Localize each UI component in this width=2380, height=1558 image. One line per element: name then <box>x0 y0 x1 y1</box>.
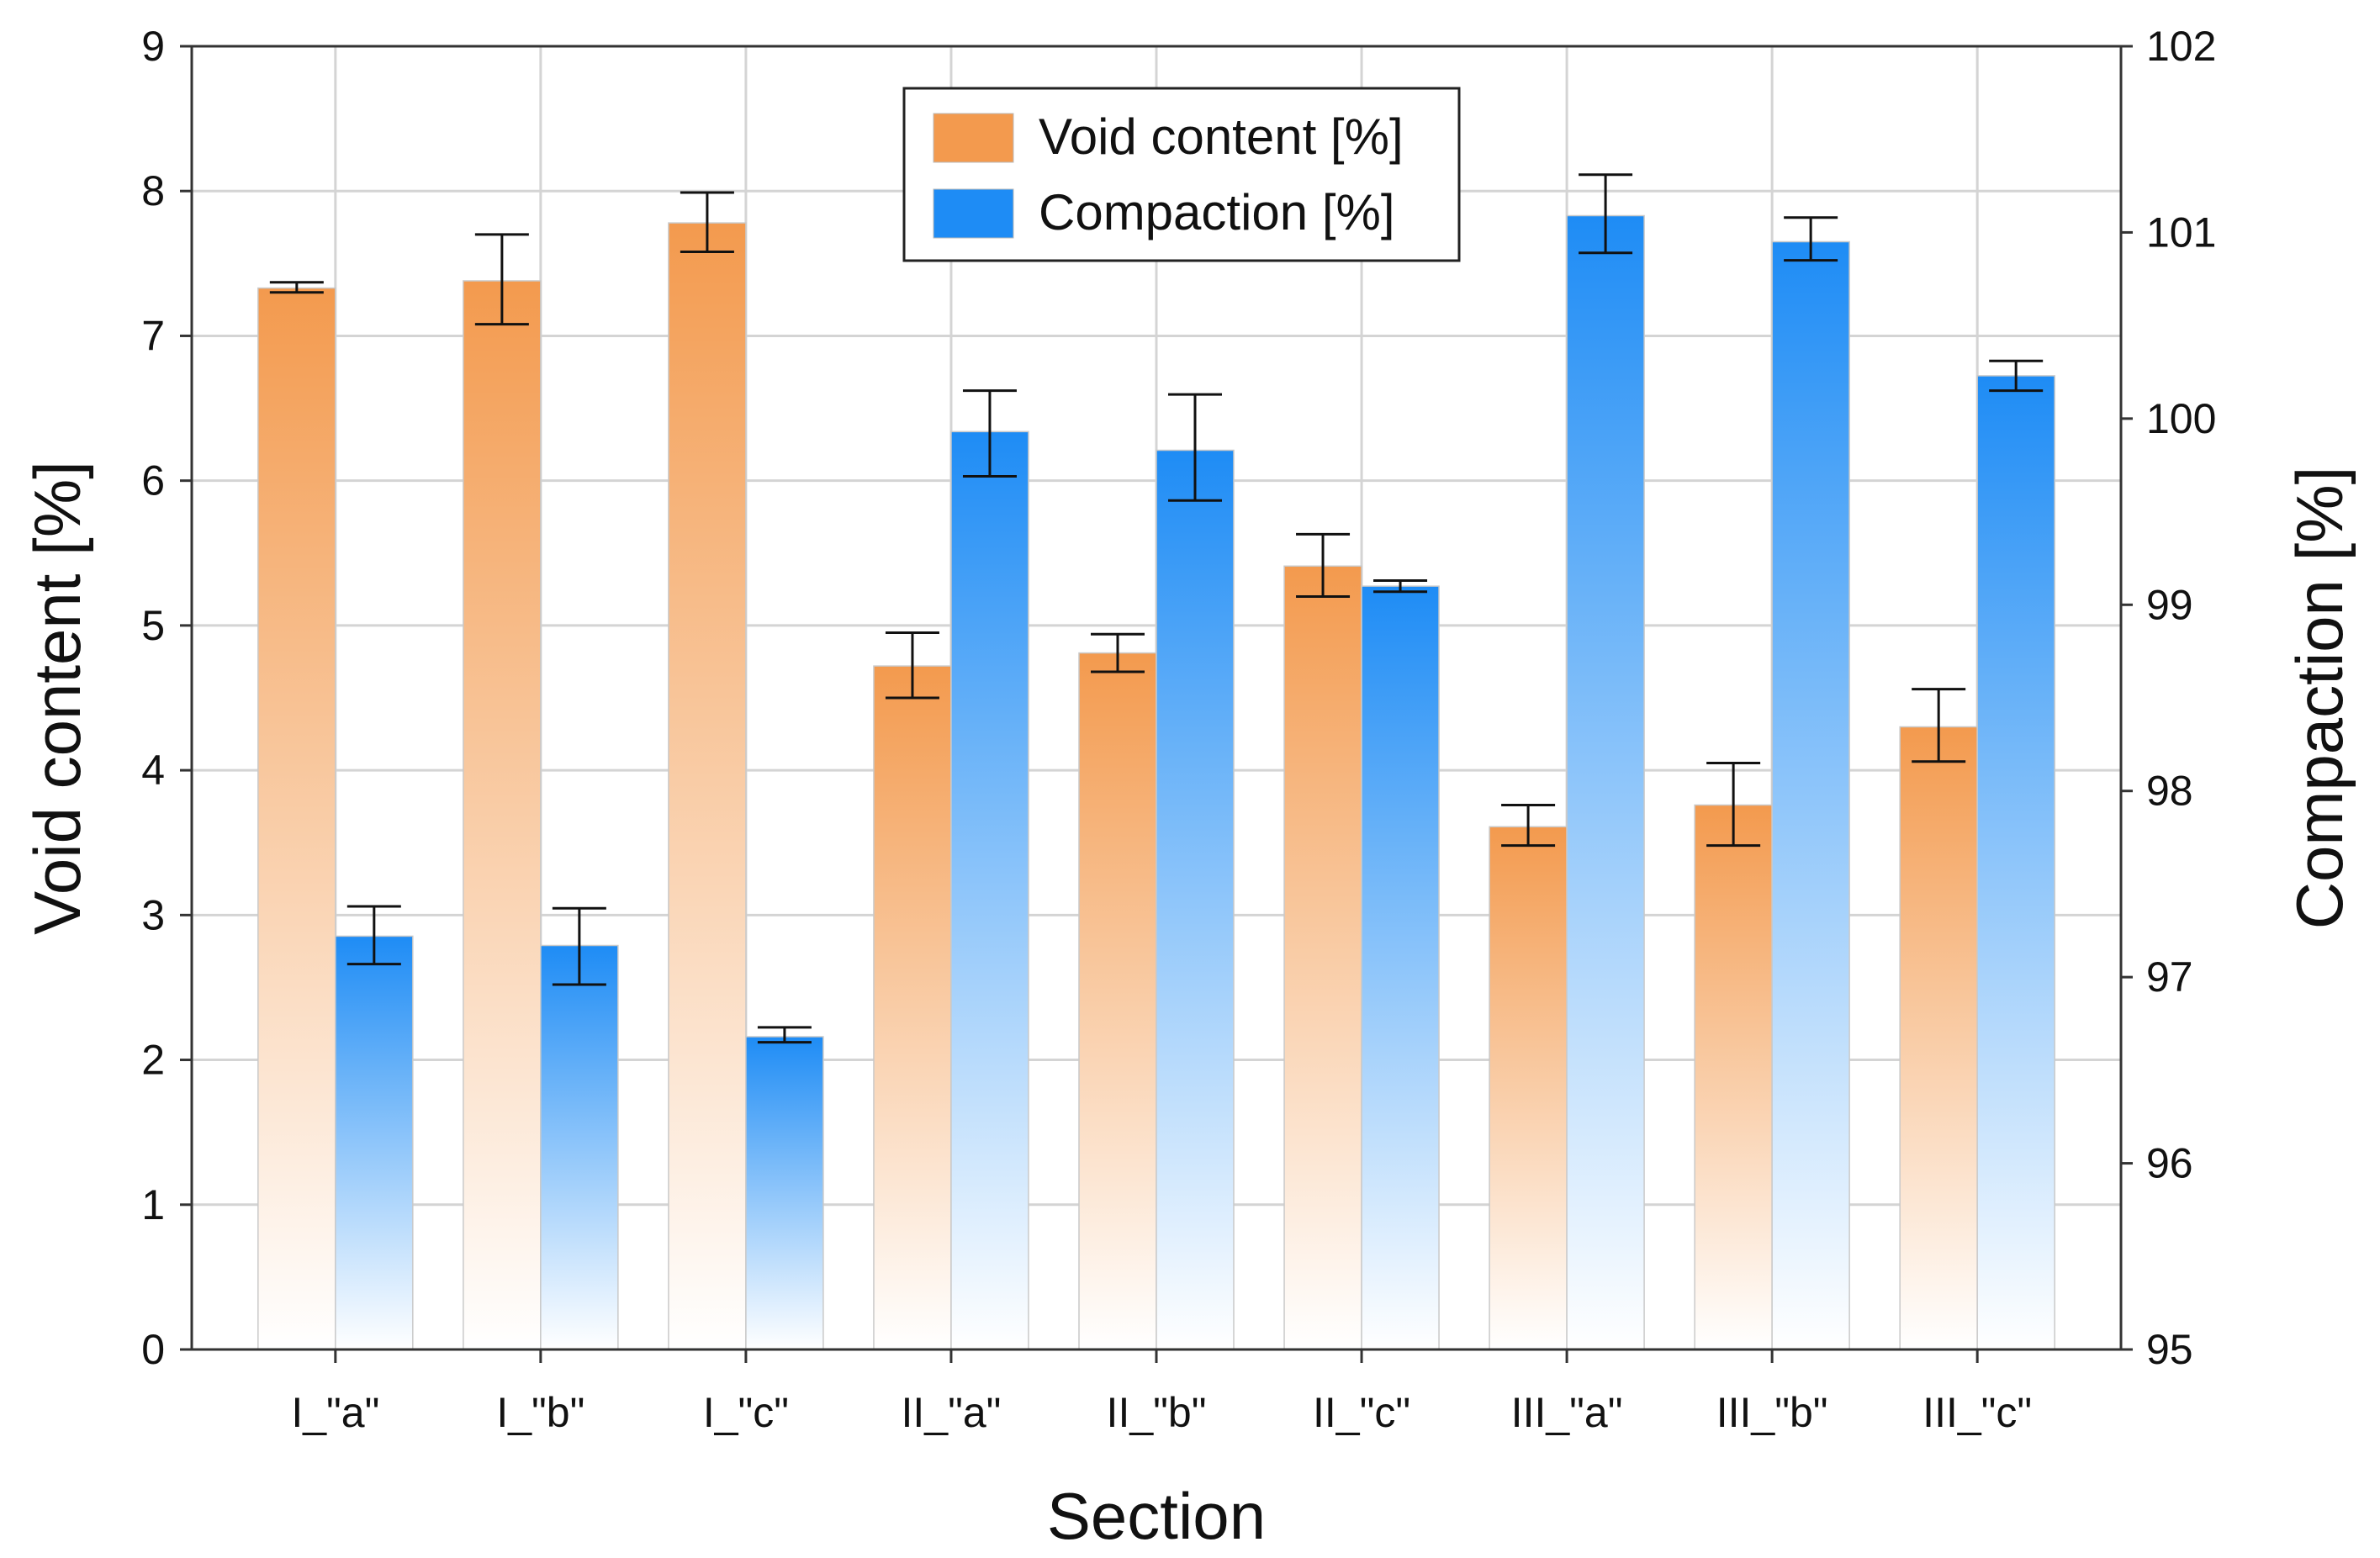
y2-tick-label: 98 <box>2146 768 2193 815</box>
legend-label: Void content [%] <box>1039 108 1404 165</box>
bar-compaction <box>540 944 619 1350</box>
bar-compaction <box>745 1036 824 1350</box>
y-tick-label: 7 <box>141 312 165 359</box>
y2-tick-label: 97 <box>2146 953 2193 1001</box>
error-bar <box>1989 359 2044 393</box>
error-bar <box>1296 532 1351 598</box>
y-tick-label: 5 <box>141 602 165 649</box>
error-bar <box>552 906 606 986</box>
x-tick-label: III_"c" <box>1923 1389 2032 1436</box>
bar-void-content <box>257 287 336 1350</box>
error-bar <box>1373 579 1428 594</box>
y2-tick-label: 101 <box>2146 209 2216 256</box>
legend-label: Compaction [%] <box>1039 184 1395 240</box>
bar-void-content <box>1694 804 1773 1350</box>
error-bar <box>1784 216 1838 262</box>
y-tick-label: 8 <box>141 167 165 214</box>
x-tick-label: III_"a" <box>1511 1389 1623 1436</box>
y-axis-title: Void content [%] <box>20 461 94 935</box>
x-tick-label: III_"b" <box>1716 1389 1828 1436</box>
error-bar <box>1579 173 1633 255</box>
error-bar <box>962 389 1017 478</box>
legend-swatch <box>933 188 1014 239</box>
bar-void-content <box>1078 652 1157 1350</box>
error-bar <box>1091 632 1145 673</box>
bar-void-content <box>463 280 542 1350</box>
y2-tick-label: 95 <box>2146 1326 2193 1373</box>
y2-tick-label: 102 <box>2146 23 2216 70</box>
error-bar <box>474 233 529 326</box>
x-axis-title: Section <box>1047 1479 1266 1553</box>
y-tick-label: 9 <box>141 23 165 70</box>
error-bar <box>680 191 734 254</box>
bar-compaction <box>1156 449 1235 1350</box>
x-tick-label: I_"a" <box>291 1389 379 1436</box>
y-tick-label: 1 <box>141 1181 165 1228</box>
error-bar <box>1912 688 1966 763</box>
error-bar <box>1168 393 1222 502</box>
y2-tick-label: 100 <box>2146 395 2216 442</box>
error-bar <box>1706 762 1761 848</box>
y-tick-label: 4 <box>141 747 165 794</box>
y2-tick-label: 96 <box>2146 1140 2193 1187</box>
x-tick-label: I_"c" <box>703 1389 789 1436</box>
bar-compaction <box>335 935 414 1350</box>
error-bar <box>885 631 939 700</box>
bar-compaction <box>950 430 1029 1350</box>
bar-compaction <box>1361 585 1440 1350</box>
x-tick-label: II_"b" <box>1107 1389 1207 1436</box>
y-axis-left: 0 1 2 3 4 5 6 7 8 9 <box>141 23 192 1373</box>
error-bar <box>346 905 401 966</box>
x-tick-label: II_"a" <box>902 1389 1002 1436</box>
error-bars <box>269 173 2044 1044</box>
bar-void-content <box>668 222 747 1350</box>
bar-compaction <box>1771 240 1850 1350</box>
y-tick-label: 6 <box>141 457 165 504</box>
bar-compaction <box>1976 375 2055 1350</box>
bar-void-content <box>1489 826 1568 1350</box>
x-tick-label: II_"c" <box>1313 1389 1410 1436</box>
error-bar <box>1501 803 1556 848</box>
y-tick-label: 0 <box>141 1326 165 1373</box>
error-bar <box>269 281 324 294</box>
x-axis: I_"a" I_"b" I_"c" II_"a" II_"b" II_"c" III_"a"… <box>291 1349 2032 1436</box>
y-tick-label: 3 <box>141 891 165 938</box>
bar-void-content <box>873 665 952 1350</box>
x-tick-label: I_"b" <box>496 1389 584 1436</box>
y-tick-label: 2 <box>141 1037 165 1084</box>
y2-axis-title: Compaction [%] <box>2282 467 2356 930</box>
bar-compaction <box>1566 214 1645 1350</box>
legend-swatch <box>933 113 1014 163</box>
bar-void-content <box>1283 565 1362 1350</box>
error-bar <box>757 1026 812 1044</box>
y2-tick-label: 99 <box>2146 581 2193 628</box>
bar-void-content <box>1899 726 1978 1350</box>
y-axis-right: 95 96 97 98 99 100 101 102 <box>2121 23 2216 1373</box>
legend: Void content [%] Compaction [%] <box>902 87 1461 262</box>
